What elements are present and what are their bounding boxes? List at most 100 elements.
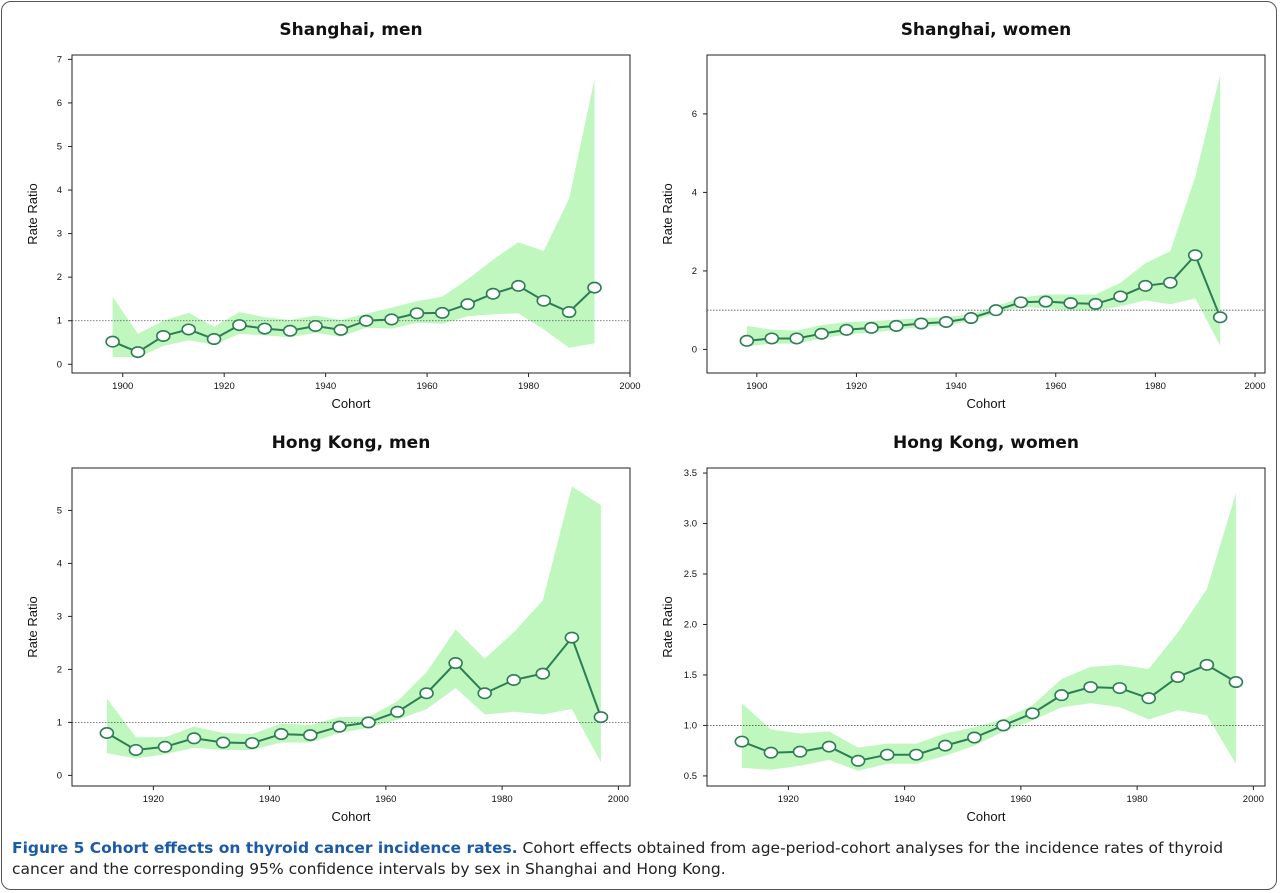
data-point [1163, 276, 1178, 289]
data-point [506, 674, 522, 687]
data-point [435, 306, 450, 319]
x-tick-label: 1920 [778, 794, 799, 805]
data-point [1113, 290, 1128, 303]
data-point [303, 729, 318, 742]
y-tick-label: 1.0 [684, 720, 697, 731]
y-tick-label: 5 [57, 141, 62, 152]
data-point [1025, 707, 1040, 720]
figure-caption: Figure 5 Cohort effects on thyroid cance… [12, 838, 1267, 880]
data-point [864, 321, 879, 334]
data-point [839, 323, 854, 336]
y-tick-label: 6 [692, 109, 697, 120]
chart-shanghai-women: Shanghai, women 1900 1920 1940 1960 1980 2000 0… [655, 15, 1275, 415]
data-point [460, 298, 475, 311]
data-point [128, 743, 144, 756]
chart-hongkong-women: Hong Kong, women 1920 1940 1960 1980 2000 0.5 1… [655, 428, 1275, 828]
confidence-band [112, 79, 595, 358]
x-tick-label: 1900 [112, 381, 133, 392]
data-point [764, 332, 780, 345]
chart-title: Shanghai, men [279, 20, 422, 40]
data-point [1054, 689, 1069, 702]
x-tick-label: 1960 [1045, 381, 1066, 392]
y-tick-label: 0 [57, 770, 62, 781]
y-tick-label: 3.5 [684, 468, 697, 479]
y-tick-label: 3 [57, 229, 62, 240]
data-point [333, 323, 349, 336]
data-point [308, 319, 323, 332]
x-tick-label: 1920 [846, 381, 867, 392]
data-point [967, 731, 982, 744]
data-point [739, 334, 755, 347]
data-point [938, 315, 954, 328]
y-tick-label: 1.5 [684, 670, 697, 681]
x-tick-label: 1900 [746, 381, 767, 392]
data-point [130, 346, 146, 359]
caption-text: Cohort effects obtained from age-period-… [12, 839, 1224, 878]
data-point [99, 726, 115, 739]
data-point [1138, 279, 1153, 292]
x-tick-label: 2000 [608, 794, 629, 805]
data-point [1063, 297, 1078, 310]
x-tick-label: 1940 [259, 794, 280, 805]
y-tick-label: 5 [57, 505, 62, 516]
data-point [587, 281, 602, 294]
x-tick-label: 1920 [143, 794, 164, 805]
x-tick-label: 1920 [214, 381, 235, 392]
chart-title: Shanghai, women [901, 20, 1072, 40]
data-point [564, 631, 580, 644]
plot-area [71, 467, 631, 787]
data-point [419, 687, 434, 700]
x-tick-label: 1940 [315, 381, 336, 392]
data-point [996, 719, 1011, 732]
data-point [561, 306, 577, 319]
data-point [1228, 676, 1244, 689]
x-axis-label: Cohort [966, 809, 1005, 824]
data-point [215, 736, 231, 749]
data-point [273, 728, 289, 741]
data-point [181, 323, 196, 336]
x-tick-label: 1980 [1145, 381, 1166, 392]
data-point [963, 312, 979, 325]
data-point [157, 740, 173, 753]
plot-area [706, 54, 1266, 374]
data-point [390, 705, 405, 718]
data-point [485, 287, 501, 300]
y-tick-label: 2.5 [684, 569, 697, 580]
data-point [1141, 692, 1157, 705]
y-tick-label: 3.0 [684, 519, 697, 530]
y-tick-label: 4 [57, 558, 62, 569]
data-point [763, 746, 779, 759]
y-axis-label: Rate Ratio [660, 183, 675, 244]
data-point [1212, 311, 1228, 324]
data-point [511, 279, 526, 292]
y-tick-label: 7 [57, 54, 62, 65]
y-tick-label: 2.0 [684, 619, 697, 630]
data-point [186, 732, 202, 745]
chart-svg: Hong Kong, men 1920 1940 1960 1980 2000 0 1 2 3 4 5… [25, 433, 631, 824]
data-point [282, 324, 298, 337]
data-point [332, 720, 347, 733]
data-point [1112, 682, 1127, 695]
data-point [988, 304, 1004, 317]
x-axis-label: Cohort [331, 396, 370, 411]
y-tick-label: 4 [692, 187, 697, 198]
data-point [477, 687, 492, 700]
x-tick-label: 2000 [619, 381, 640, 392]
data-point [734, 735, 750, 748]
x-tick-label: 1980 [492, 794, 513, 805]
x-tick-label: 1940 [894, 794, 915, 805]
data-point [821, 740, 837, 753]
chart-svg: Hong Kong, women 1920 1940 1960 1980 2000 0.5 1… [660, 433, 1266, 824]
y-tick-label: 2 [57, 664, 62, 675]
data-point [1187, 249, 1203, 262]
chart-hongkong-men: Hong Kong, men 1920 1940 1960 1980 2000 0 1 2 3 4 5… [20, 428, 640, 828]
y-axis-label: Rate Ratio [660, 596, 675, 657]
data-point [156, 329, 171, 342]
data-point [1170, 670, 1186, 683]
data-point [913, 317, 929, 330]
data-point [384, 313, 399, 326]
data-point [448, 657, 463, 670]
y-tick-label: 0 [692, 344, 697, 355]
plot-area [71, 54, 631, 374]
chart-svg: Shanghai, men 1900 1920 1940 1960 1980 2000 0 1 2… [25, 20, 641, 411]
